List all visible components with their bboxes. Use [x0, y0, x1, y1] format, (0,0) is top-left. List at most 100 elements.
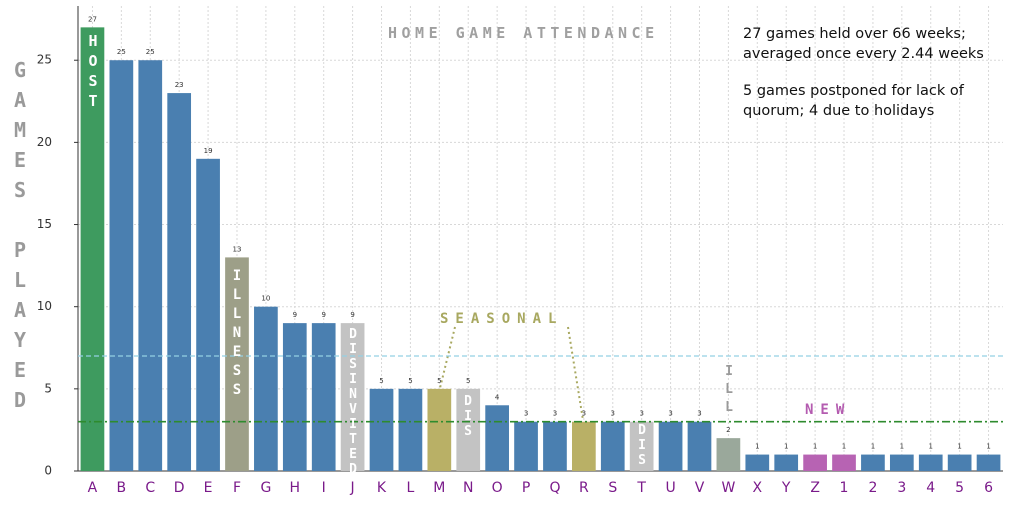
bar: [543, 421, 567, 471]
data-label: 3: [524, 410, 528, 418]
bar: [485, 405, 509, 471]
data-label: 2: [726, 426, 730, 434]
annotation: SEASONAL: [440, 311, 564, 327]
data-label: 1: [957, 443, 961, 451]
bar: [138, 60, 163, 471]
x-tick-label: R: [579, 480, 589, 496]
bar: [947, 454, 972, 471]
x-tick-label: 6: [984, 480, 993, 496]
x-tick-label: K: [377, 480, 387, 496]
y-tick-label: 0: [44, 464, 52, 478]
x-tick-label: 3: [897, 480, 906, 496]
annotation: ILL: [721, 364, 737, 418]
bar: [658, 421, 683, 471]
data-label: 3: [611, 410, 615, 418]
y-tick-label: 15: [37, 217, 52, 231]
bar: [976, 454, 1001, 471]
bar: [80, 27, 105, 472]
y-tick-label: 5: [44, 381, 52, 395]
bar: [918, 454, 943, 471]
data-label: 3: [697, 410, 701, 418]
bar: [600, 421, 625, 471]
bar: [629, 421, 654, 471]
annotation-arrow: [567, 326, 584, 421]
x-tick-label: S: [608, 480, 617, 496]
data-label: 1: [986, 443, 990, 451]
data-label: 1: [755, 443, 759, 451]
bar: [427, 388, 452, 471]
note: quorum; 4 due to holidays: [743, 103, 935, 119]
x-tick-label: Y: [781, 480, 791, 496]
x-tick-label: D: [174, 480, 185, 496]
data-label: 19: [204, 147, 213, 155]
data-label: 1: [784, 443, 788, 451]
annotation-arrow: [439, 326, 456, 389]
data-label: 1: [842, 443, 846, 451]
x-tick-label: L: [407, 480, 415, 496]
x-tick-label: E: [204, 480, 213, 496]
bar: [889, 454, 914, 471]
x-tick-label: U: [665, 480, 675, 496]
x-tick-label: C: [145, 480, 155, 496]
data-label: 5: [408, 377, 412, 385]
x-tick-label: 5: [955, 480, 964, 496]
data-label: 4: [495, 393, 500, 401]
bar: [282, 323, 307, 471]
data-label: 5: [437, 377, 441, 385]
note: averaged once every 2.44 weeks: [743, 46, 984, 62]
bar: [803, 454, 827, 471]
bar: [716, 438, 741, 471]
bar: [745, 454, 770, 471]
data-label: 5: [466, 377, 470, 385]
x-tick-label: O: [492, 480, 503, 496]
x-tick-label: Z: [810, 480, 820, 496]
x-tick-label: Q: [549, 480, 560, 496]
chart-title: HOME GAME ATTENDANCE: [388, 24, 659, 42]
y-tick-label: 20: [37, 135, 52, 149]
y-tick-label: 25: [37, 53, 52, 67]
data-label: 13: [233, 245, 242, 253]
data-label: 9: [350, 311, 354, 319]
x-tick-label: I: [322, 480, 326, 496]
x-tick-label: M: [433, 480, 445, 496]
bar: [225, 257, 249, 471]
x-tick-label: H: [290, 480, 301, 496]
y-axis-label: GAMES PLAYED: [8, 58, 32, 418]
x-tick-label: T: [636, 480, 646, 496]
bar: [774, 454, 799, 471]
bar: [109, 60, 134, 471]
x-tick-label: 2: [868, 480, 877, 496]
data-label: 1: [900, 443, 904, 451]
bar: [398, 388, 423, 471]
data-label: 3: [668, 410, 672, 418]
bar: [572, 421, 596, 471]
bar: [456, 388, 481, 471]
annotation: DIS: [634, 423, 650, 468]
x-tick-label: F: [233, 480, 241, 496]
x-tick-label: N: [463, 480, 473, 496]
x-tick-label: B: [117, 480, 127, 496]
data-label: 3: [553, 410, 557, 418]
x-tick-label: 1: [840, 480, 849, 496]
bar: [340, 323, 365, 471]
note: 27 games held over 66 weeks;: [743, 26, 966, 42]
data-label: 9: [321, 311, 325, 319]
bar: [254, 306, 278, 471]
y-tick-label: 10: [37, 299, 52, 313]
bar: [832, 454, 856, 471]
x-tick-label: 4: [926, 480, 935, 496]
data-label: 9: [293, 311, 297, 319]
data-label: 3: [582, 410, 586, 418]
x-tick-label: X: [753, 480, 763, 496]
data-label: 1: [929, 443, 933, 451]
bar: [687, 421, 712, 471]
data-label: 10: [261, 295, 270, 303]
data-label: 1: [871, 443, 875, 451]
x-tick-label: P: [522, 480, 530, 496]
x-tick-label: J: [350, 480, 355, 496]
x-tick-label: G: [260, 480, 271, 496]
bar: [861, 454, 885, 471]
data-label: 25: [146, 48, 155, 56]
